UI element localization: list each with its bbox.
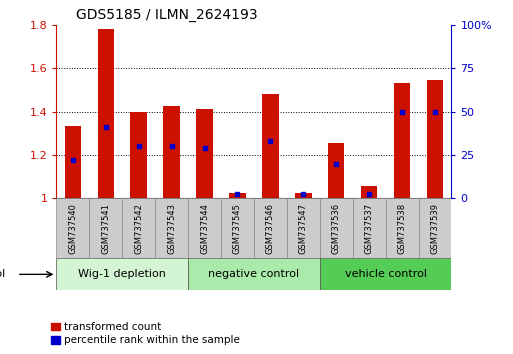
Bar: [320, 198, 353, 258]
Bar: [229, 193, 246, 198]
Bar: [419, 198, 451, 258]
Bar: [394, 83, 410, 198]
Bar: [361, 186, 378, 198]
Bar: [320, 258, 451, 290]
Text: vehicle control: vehicle control: [345, 269, 427, 279]
Bar: [295, 193, 311, 198]
Bar: [122, 198, 155, 258]
Legend: transformed count, percentile rank within the sample: transformed count, percentile rank withi…: [51, 322, 240, 345]
Bar: [196, 109, 213, 198]
Text: GSM737545: GSM737545: [233, 203, 242, 254]
Text: GSM737546: GSM737546: [266, 203, 275, 254]
Bar: [386, 198, 419, 258]
Text: negative control: negative control: [208, 269, 300, 279]
Bar: [56, 258, 188, 290]
Bar: [328, 143, 344, 198]
Text: GSM737539: GSM737539: [430, 203, 440, 254]
Text: GSM737541: GSM737541: [101, 203, 110, 254]
Bar: [262, 94, 279, 198]
Text: GSM737544: GSM737544: [200, 203, 209, 254]
Bar: [287, 198, 320, 258]
Bar: [65, 126, 81, 198]
Bar: [254, 198, 287, 258]
Text: GSM737537: GSM737537: [365, 203, 373, 254]
Text: GSM737540: GSM737540: [68, 203, 77, 254]
Bar: [89, 198, 122, 258]
Bar: [97, 29, 114, 198]
Bar: [427, 80, 443, 198]
Text: GDS5185 / ILMN_2624193: GDS5185 / ILMN_2624193: [76, 8, 258, 22]
Bar: [130, 112, 147, 198]
Bar: [353, 198, 386, 258]
Text: GSM737538: GSM737538: [398, 203, 407, 254]
Bar: [155, 198, 188, 258]
Bar: [188, 258, 320, 290]
Text: GSM737547: GSM737547: [299, 203, 308, 254]
Bar: [221, 198, 254, 258]
Text: GSM737536: GSM737536: [332, 203, 341, 254]
Bar: [188, 198, 221, 258]
Bar: [164, 106, 180, 198]
Text: GSM737542: GSM737542: [134, 203, 143, 254]
Text: protocol: protocol: [0, 269, 5, 279]
Text: GSM737543: GSM737543: [167, 203, 176, 254]
Bar: [56, 198, 89, 258]
Text: Wig-1 depletion: Wig-1 depletion: [78, 269, 166, 279]
